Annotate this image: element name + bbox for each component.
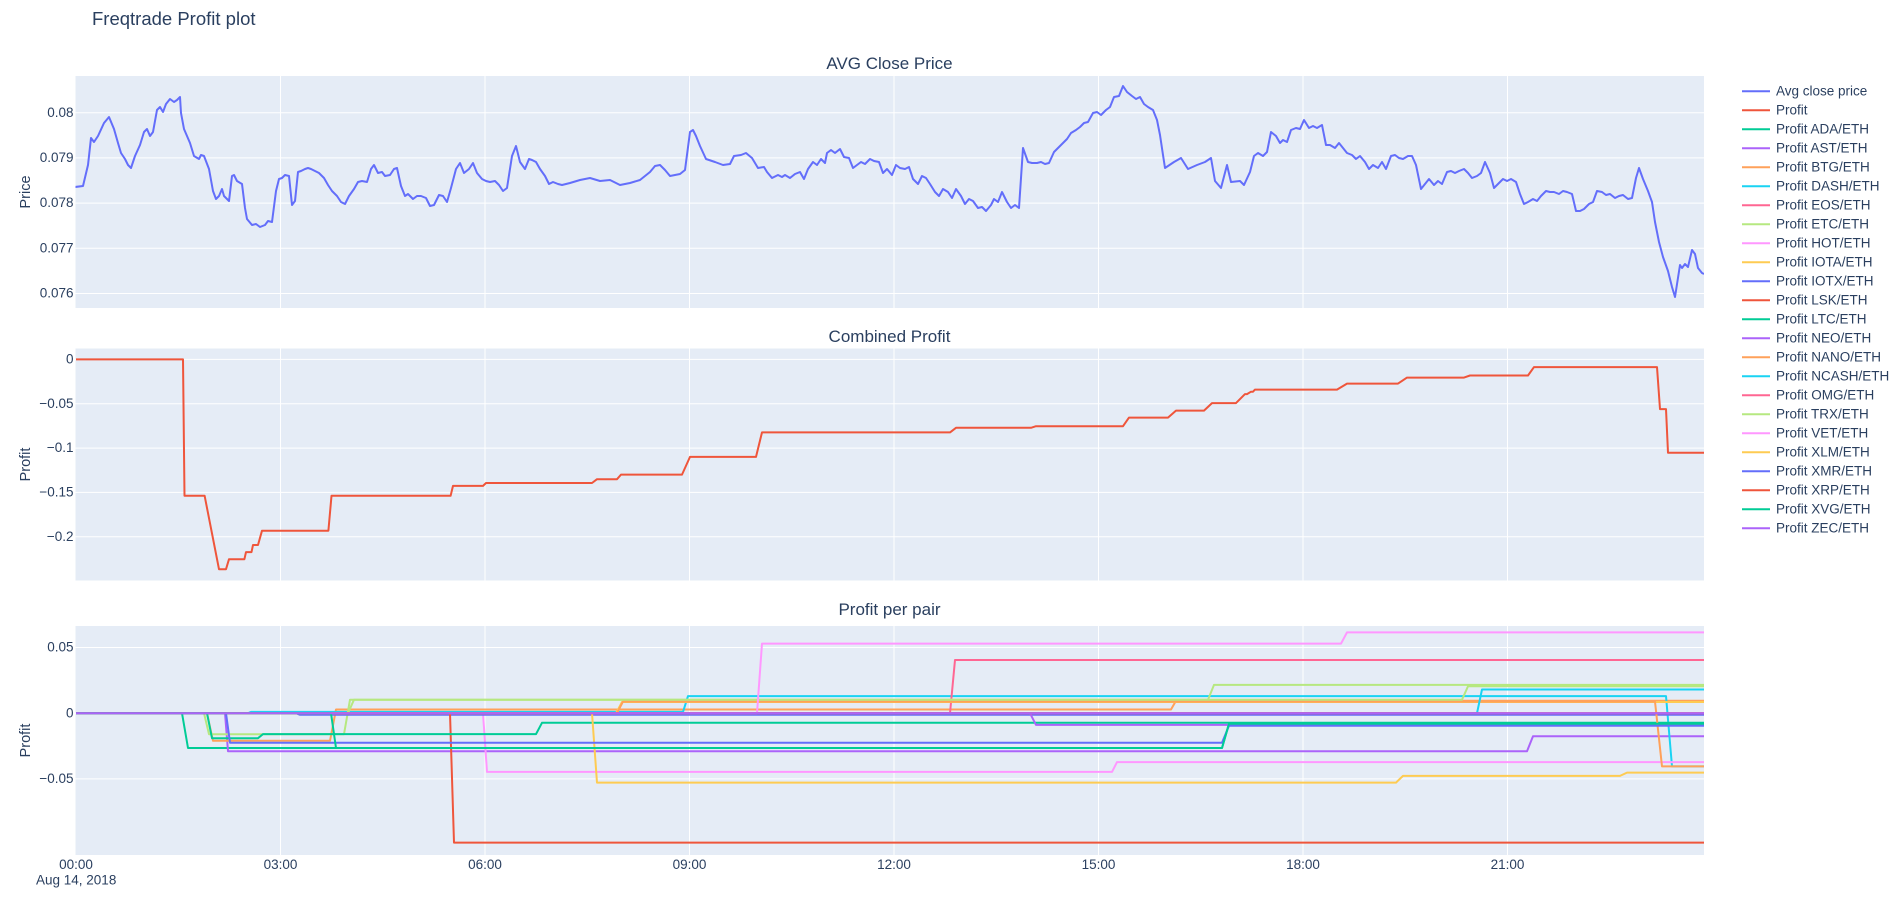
svg-text:0.076: 0.076 [40, 286, 74, 301]
svg-text:0.079: 0.079 [40, 150, 74, 165]
svg-text:Profit LTC/ETH: Profit LTC/ETH [1776, 312, 1867, 327]
svg-text:Profit TRX/ETH: Profit TRX/ETH [1776, 407, 1869, 422]
svg-text:18:00: 18:00 [1286, 857, 1320, 872]
svg-text:0.078: 0.078 [40, 195, 74, 210]
svg-text:12:00: 12:00 [877, 857, 911, 872]
svg-text:Profit NANO/ETH: Profit NANO/ETH [1776, 350, 1881, 365]
svg-text:00:00: 00:00 [59, 857, 93, 872]
svg-text:Profit OMG/ETH: Profit OMG/ETH [1776, 388, 1874, 403]
svg-text:21:00: 21:00 [1491, 857, 1525, 872]
svg-text:−0.2: −0.2 [47, 529, 74, 544]
svg-text:Profit VET/ETH: Profit VET/ETH [1776, 426, 1868, 441]
svg-text:−0.05: −0.05 [39, 771, 73, 786]
svg-text:Profit ZEC/ETH: Profit ZEC/ETH [1776, 521, 1869, 536]
svg-text:Profit NCASH/ETH: Profit NCASH/ETH [1776, 369, 1889, 384]
svg-text:Price: Price [18, 175, 34, 208]
svg-text:Profit: Profit [18, 724, 34, 758]
svg-text:Profit XVG/ETH: Profit XVG/ETH [1776, 502, 1871, 517]
svg-text:Profit LSK/ETH: Profit LSK/ETH [1776, 293, 1868, 308]
svg-text:Profit IOTX/ETH: Profit IOTX/ETH [1776, 274, 1874, 289]
svg-text:Profit DASH/ETH: Profit DASH/ETH [1776, 179, 1880, 194]
svg-text:06:00: 06:00 [468, 857, 502, 872]
svg-text:Profit: Profit [18, 448, 34, 482]
svg-text:15:00: 15:00 [1082, 857, 1116, 872]
svg-text:Profit EOS/ETH: Profit EOS/ETH [1776, 198, 1871, 213]
svg-text:Profit BTG/ETH: Profit BTG/ETH [1776, 160, 1870, 175]
svg-text:−0.1: −0.1 [47, 440, 74, 455]
svg-text:Profit ETC/ETH: Profit ETC/ETH [1776, 217, 1869, 232]
svg-text:0.05: 0.05 [47, 640, 73, 655]
svg-text:Profit HOT/ETH: Profit HOT/ETH [1776, 236, 1871, 251]
svg-text:−0.05: −0.05 [39, 396, 73, 411]
svg-text:03:00: 03:00 [264, 857, 298, 872]
svg-text:Profit XRP/ETH: Profit XRP/ETH [1776, 483, 1870, 498]
svg-text:Freqtrade Profit plot: Freqtrade Profit plot [92, 8, 256, 29]
svg-text:0: 0 [66, 705, 74, 720]
svg-text:0.077: 0.077 [40, 240, 74, 255]
svg-text:Profit NEO/ETH: Profit NEO/ETH [1776, 331, 1871, 346]
svg-text:Profit IOTA/ETH: Profit IOTA/ETH [1776, 255, 1873, 270]
svg-text:Profit AST/ETH: Profit AST/ETH [1776, 141, 1868, 156]
svg-text:Profit: Profit [1776, 103, 1808, 118]
svg-text:0.08: 0.08 [47, 105, 73, 120]
svg-text:−0.15: −0.15 [39, 484, 73, 499]
svg-text:AVG Close Price: AVG Close Price [826, 54, 952, 73]
svg-text:09:00: 09:00 [673, 857, 707, 872]
svg-text:Avg close price: Avg close price [1776, 84, 1867, 99]
svg-text:0: 0 [66, 351, 74, 366]
svg-text:Profit XLM/ETH: Profit XLM/ETH [1776, 445, 1870, 460]
svg-text:Profit ADA/ETH: Profit ADA/ETH [1776, 122, 1869, 137]
svg-text:Profit XMR/ETH: Profit XMR/ETH [1776, 464, 1872, 479]
svg-text:Combined Profit: Combined Profit [829, 327, 951, 346]
svg-text:Aug 14, 2018: Aug 14, 2018 [36, 873, 116, 888]
svg-text:Profit per pair: Profit per pair [838, 600, 940, 619]
